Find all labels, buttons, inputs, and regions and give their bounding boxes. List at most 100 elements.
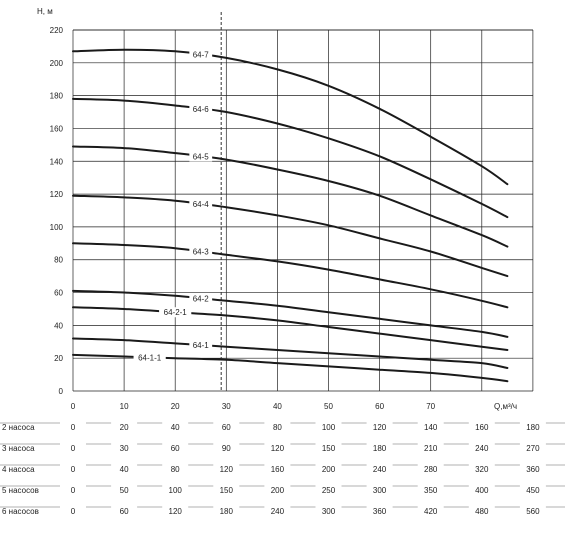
table-cell-value: 160: [271, 465, 285, 474]
table-cell-background: [60, 506, 86, 516]
table-cell-value: 200: [322, 465, 336, 474]
table-cell-value: 450: [526, 486, 540, 495]
table-cell-background: [213, 443, 240, 453]
table-cell-value: 200: [271, 486, 285, 495]
x-tick-labels: 0 10 20 30 40 50 60 70: [71, 402, 436, 411]
table-cell-value: 240: [271, 507, 285, 516]
table-cell-background: [315, 485, 342, 495]
pump-curves: 64-7 64-6 64-5 64-4 64-3 64-2 64-2-1 64-1 64-1-1: [72, 48, 509, 383]
table-cell-background: [366, 485, 393, 495]
table-cell-background: [519, 506, 546, 516]
table-cell-value: 100: [322, 423, 336, 432]
pump-curve-64-6: [72, 97, 509, 219]
table-cell-value: 30: [120, 444, 129, 453]
pump-curve-64-1: [72, 337, 509, 369]
table-cell-value: 360: [373, 507, 387, 516]
pump-curve-64-2: [72, 289, 509, 338]
table-cell-value: 90: [222, 444, 231, 453]
table-cell-value: 240: [373, 465, 387, 474]
x-tick-label: 60: [375, 402, 384, 411]
pump-curve-64-2-1: [72, 306, 509, 351]
pump-count-table: 2 насоса 0 20 40 60 80 100 120 140 160 180 3 насоса…: [0, 422, 565, 516]
curve-label: 64-3: [193, 248, 210, 257]
table-cell-background: [162, 422, 189, 432]
table-cell-background: [111, 464, 138, 474]
table-cell-background: [315, 464, 342, 474]
table-cell-background: [162, 443, 189, 453]
table-cell-value: 0: [71, 465, 76, 474]
table-cell-background: [213, 422, 240, 432]
table-cell-background: [315, 422, 342, 432]
y-tick-label: 20: [54, 354, 63, 363]
table-cell-background: [111, 485, 138, 495]
x-tick-label: 0: [71, 402, 76, 411]
curve-label: 64-1-1: [138, 353, 162, 362]
table-cell-value: 50: [120, 486, 129, 495]
table-cell-background: [366, 422, 393, 432]
y-tick-label: 60: [54, 289, 63, 298]
x-tick-label: 40: [273, 402, 282, 411]
table-cell-background: [417, 464, 444, 474]
table-cell-background: [60, 464, 86, 474]
curve-label-background: [133, 352, 166, 363]
table-row-label: 2 насоса: [2, 423, 35, 432]
y-tick-labels: 0 20 40 60 80 100 120 140 160 180 200 220: [50, 26, 64, 396]
table-cell-background: [111, 506, 138, 516]
y-tick-label: 180: [50, 92, 64, 101]
table-cell-value: 240: [475, 444, 489, 453]
pump-curve-64-3: [72, 242, 509, 309]
y-tick-label: 40: [54, 321, 63, 330]
table-cell-background: [468, 443, 495, 453]
curve-label-background: [189, 151, 213, 162]
y-axis-label: H, м: [37, 7, 53, 16]
table-cell-background: [60, 422, 86, 432]
table-cell-background: [60, 485, 86, 495]
table-cell-background: [366, 506, 393, 516]
y-tick-label: 200: [50, 59, 64, 68]
table-cell-value: 40: [120, 465, 129, 474]
table-cell-value: 0: [71, 507, 76, 516]
table-cell-value: 180: [220, 507, 234, 516]
table-cell-value: 300: [322, 507, 336, 516]
curve-label-background: [189, 198, 213, 209]
table-cell-background: [417, 443, 444, 453]
pump-curve-64-5: [72, 145, 509, 248]
table-cell-background: [417, 506, 444, 516]
table-cell-value: 280: [424, 465, 438, 474]
table-cell-background: [315, 506, 342, 516]
x-tick-label: 30: [222, 402, 231, 411]
table-cell-value: 100: [169, 486, 183, 495]
table-cell-background: [366, 443, 393, 453]
table-cell-value: 60: [171, 444, 180, 453]
y-tick-label: 0: [59, 387, 64, 396]
table-cell-value: 270: [526, 444, 540, 453]
curve-label-background: [189, 103, 213, 114]
curve-label-background: [189, 246, 213, 257]
pump-curve-64-4: [72, 194, 509, 278]
curve-label-background: [159, 307, 192, 318]
curve-label-background: [189, 293, 213, 304]
table-cell-background: [213, 485, 240, 495]
y-tick-label: 120: [50, 190, 64, 199]
table-row-label: 6 насосов: [2, 507, 39, 516]
table-cell-value: 40: [171, 423, 180, 432]
table-cell-value: 120: [373, 423, 387, 432]
table-cell-value: 80: [273, 423, 282, 432]
table-cell-background: [264, 506, 291, 516]
curve-label-background: [189, 49, 213, 60]
curve-label: 64-6: [193, 105, 210, 114]
table-cell-value: 60: [222, 423, 231, 432]
table-cell-background: [264, 485, 291, 495]
curve-label: 64-7: [193, 51, 210, 60]
curve-label: 64-5: [193, 152, 210, 161]
table-cell-background: [417, 485, 444, 495]
table-cell-background: [264, 464, 291, 474]
table-cell-background: [519, 485, 546, 495]
table-row-label: 5 насосов: [2, 486, 39, 495]
table-cell-background: [366, 464, 393, 474]
x-axis-label: Q,м³/ч: [494, 402, 517, 411]
table-row-label: 4 насоса: [2, 465, 35, 474]
table-cell-value: 320: [475, 465, 489, 474]
table-cell-background: [468, 506, 495, 516]
